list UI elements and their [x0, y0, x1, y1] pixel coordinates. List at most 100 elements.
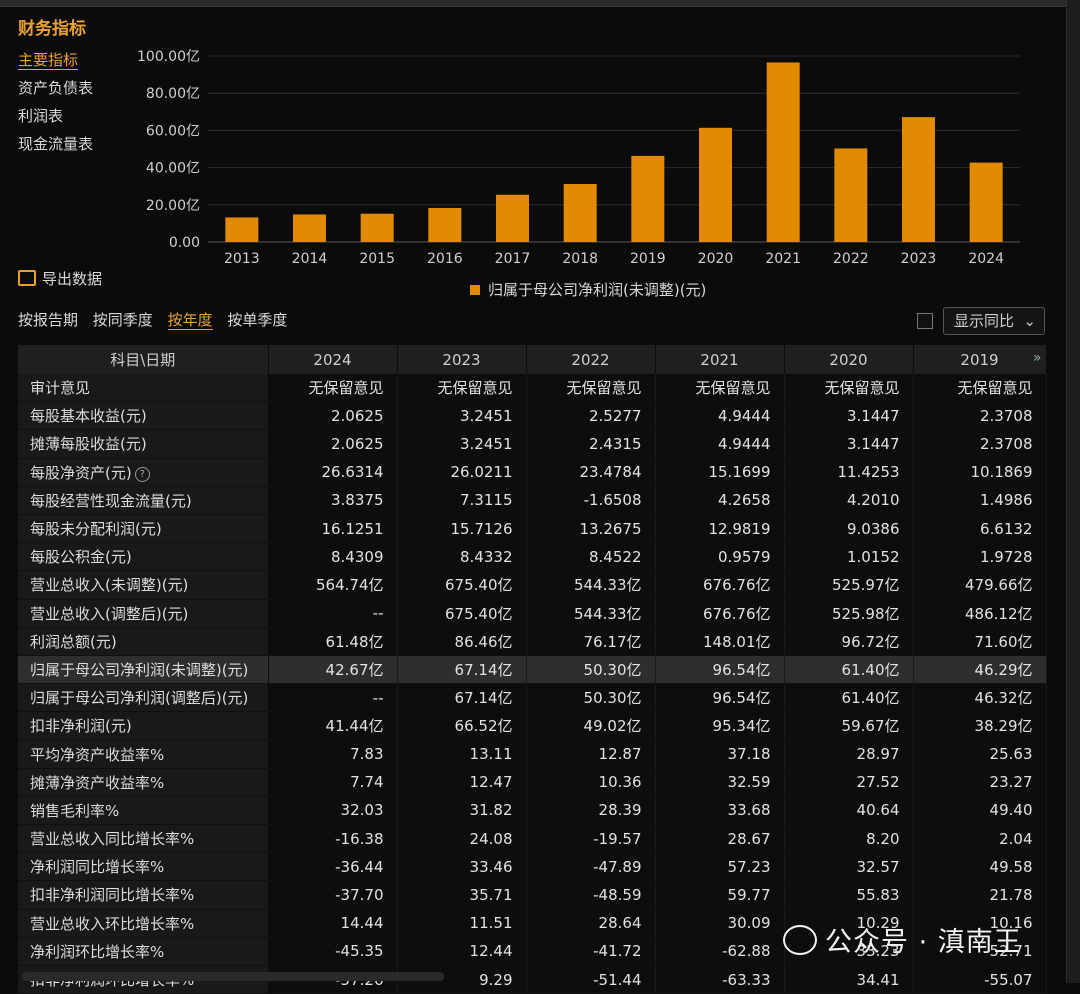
table-cell: 66.52亿	[397, 711, 527, 741]
subnav-income-statement[interactable]: 利润表	[18, 107, 64, 125]
tab-by-single-quarter[interactable]: 按单季度	[227, 311, 288, 329]
table-row[interactable]: 净利润环比增长率% -45.35 12.44 -41.72 -62.88 33.23 52.…	[18, 937, 1047, 966]
table-cell: 675.40亿	[397, 599, 527, 628]
table-cell: 12.47	[397, 768, 527, 797]
table-row[interactable]: 营业总收入(调整后)(元) -- 675.40亿 544.33亿 676.76亿 525.…	[18, 599, 1047, 628]
table-cell: 32.57	[784, 852, 914, 882]
tab-by-year[interactable]: 按年度	[167, 311, 213, 330]
table-row[interactable]: 扣非净利润同比增长率% -37.70 35.71 -48.59 59.77 55.83 21…	[18, 880, 1047, 910]
table-cell: 76.17亿	[526, 627, 656, 656]
table-cell: 61.40亿	[784, 655, 914, 685]
table-cell: 6.6132	[913, 514, 1047, 544]
yoy-dropdown[interactable]: 显示同比 ⌄	[943, 307, 1045, 335]
column-header[interactable]: 2019 »	[913, 345, 1047, 374]
export-icon	[18, 270, 36, 286]
tab-by-same-quarter[interactable]: 按同季度	[92, 311, 153, 329]
table-cell: -55.07	[913, 965, 1047, 994]
scroll-right-icon[interactable]: »	[1032, 350, 1042, 366]
row-label: 营业总收入环比增长率%	[18, 909, 269, 938]
table-cell: 14.44	[268, 909, 398, 938]
table-row[interactable]: 扣非净利润(元) 41.44亿 66.52亿 49.02亿 95.34亿 59.67亿 38…	[18, 711, 1047, 741]
column-header[interactable]: 2021	[655, 345, 785, 374]
table-cell: 4.9444	[655, 429, 785, 459]
bar-2014[interactable]	[293, 214, 326, 242]
bar-2016[interactable]	[428, 207, 462, 242]
table-row[interactable]: 每股基本收益(元) 2.0625 3.2451 2.5277 4.9444 3.1447 2…	[18, 401, 1047, 431]
table-cell: 49.02亿	[526, 711, 656, 741]
table-row[interactable]: 审计意见 无保留意见 无保留意见 无保留意见 无保留意见 无保留意见 无保留意见	[18, 374, 1047, 403]
y-tick-label: 20.00亿	[146, 198, 200, 214]
table-cell: 41.44亿	[268, 711, 398, 741]
table-row[interactable]: 每股公积金(元) 8.4309 8.4332 8.4522 0.9579 1.0152 1.…	[18, 542, 1047, 572]
bar-2018[interactable]	[563, 183, 597, 242]
subnav-cash-flow[interactable]: 现金流量表	[18, 135, 94, 153]
page-title: 财务指标	[18, 19, 86, 39]
chart-legend[interactable]: 归属于母公司净利润(未调整)(元)	[470, 279, 706, 300]
table-cell: 86.46亿	[397, 627, 527, 656]
table-cell: 50.30亿	[526, 655, 656, 685]
table-row[interactable]: 营业总收入(未调整)(元) 564.74亿 675.40亿 544.33亿 676.76…	[18, 570, 1047, 600]
bar-2019[interactable]	[631, 155, 665, 242]
vertical-scrollbar[interactable]	[1066, 0, 1080, 983]
table-row[interactable]: 营业总收入同比增长率% -16.38 24.08 -19.57 28.67 8.20 2.0…	[18, 824, 1047, 854]
bar-2021[interactable]	[766, 62, 800, 242]
subnav-main-indicators[interactable]: 主要指标	[18, 48, 93, 76]
table-row[interactable]: 利润总额(元) 61.48亿 86.46亿 76.17亿 148.01亿 96.72亿 71…	[18, 627, 1047, 656]
table-corner-header: 科目\日期	[18, 345, 269, 374]
row-label: 摊薄净资产收益率%	[18, 768, 269, 797]
row-label: 扣非净利润(元)	[18, 711, 269, 741]
table-row[interactable]: 归属于母公司净利润(调整后)(元) -- 67.14亿 50.30亿 96.54亿 61.…	[18, 683, 1047, 713]
financial-indicators-table: 科目\日期 2024 2023 2022 2021 2020 2019 » 审计…	[18, 345, 1047, 994]
row-label: 营业总收入同比增长率%	[18, 824, 269, 854]
column-header[interactable]: 2024	[268, 345, 398, 374]
bar-2017[interactable]	[496, 194, 529, 242]
table-row[interactable]: 销售毛利率% 32.03 31.82 28.39 33.68 40.64 49.40	[18, 796, 1047, 826]
bar-2023[interactable]	[902, 117, 935, 242]
bar-2024[interactable]	[969, 162, 1003, 242]
horizontal-scrollbar[interactable]	[22, 972, 444, 981]
bar-2020[interactable]	[699, 127, 732, 242]
bar-2013[interactable]	[225, 217, 259, 242]
subnav-label: 主要指标	[18, 51, 79, 70]
row-label: 摊薄每股收益(元)	[18, 429, 269, 459]
table-cell: 10.36	[526, 768, 656, 797]
tab-by-report-period[interactable]: 按报告期	[18, 311, 79, 329]
row-label-text: 扣非净利润同比增长率%	[30, 886, 195, 905]
table-cell: 8.4309	[268, 542, 398, 572]
column-header-label: 2019	[960, 350, 999, 369]
table-cell: 96.72亿	[784, 627, 914, 656]
table-row[interactable]: 每股经营性现金流量(元) 3.8375 7.3115 -1.6508 4.2658 4.2…	[18, 486, 1047, 515]
table-row[interactable]: 每股净资产(元)? 26.6314 26.0211 23.4784 15.1699 11.…	[18, 458, 1047, 487]
wechat-icon	[783, 925, 817, 955]
table-row[interactable]: 摊薄每股收益(元) 2.0625 3.2451 2.4315 4.9444 3.1447 2…	[18, 429, 1047, 459]
table-cell: 564.74亿	[268, 570, 398, 600]
x-tick-label: 2019	[630, 251, 666, 267]
x-tick-label: 2015	[359, 251, 395, 267]
column-header[interactable]: 2022	[526, 345, 656, 374]
column-header[interactable]: 2020	[784, 345, 914, 374]
column-header[interactable]: 2023	[397, 345, 527, 374]
export-data-button[interactable]: 导出数据	[18, 268, 102, 289]
help-icon[interactable]: ?	[134, 466, 150, 482]
table-cell: 479.66亿	[913, 570, 1047, 600]
bar-2015[interactable]	[360, 213, 394, 242]
yoy-checkbox[interactable]	[917, 313, 933, 329]
table-row[interactable]: 净利润同比增长率% -36.44 33.46 -47.89 57.23 32.57 49.5…	[18, 852, 1047, 882]
subnav-balance-sheet[interactable]: 资产负债表	[18, 79, 94, 97]
table-cell: 4.2658	[655, 486, 785, 515]
table-row[interactable]: 营业总收入环比增长率% 14.44 11.51 28.64 30.09 10.29 10.1…	[18, 909, 1047, 938]
table-row[interactable]: 每股未分配利润(元) 16.1251 15.7126 13.2675 12.9819 9.…	[18, 514, 1047, 544]
bar-2022[interactable]	[834, 148, 868, 242]
row-label-text: 每股公积金(元)	[30, 548, 132, 567]
row-label-text: 利润总额(元)	[30, 632, 117, 651]
table-cell: 1.9728	[913, 542, 1047, 572]
table-cell: 25.63	[913, 739, 1047, 769]
table-row[interactable]: 摊薄净资产收益率% 7.74 12.47 10.36 32.59 27.52 23.27	[18, 768, 1047, 797]
table-cell: -51.44	[526, 965, 656, 994]
table-cell: 95.34亿	[655, 711, 785, 741]
row-label-text: 净利润环比增长率%	[30, 942, 165, 961]
table-cell: 61.40亿	[784, 683, 914, 713]
table-row[interactable]: 归属于母公司净利润(未调整)(元) 42.67亿 67.14亿 50.30亿 96.54…	[18, 655, 1047, 685]
y-tick-label: 80.00亿	[146, 86, 200, 102]
table-row[interactable]: 平均净资产收益率% 7.83 13.11 12.87 37.18 28.97 25.63	[18, 739, 1047, 769]
